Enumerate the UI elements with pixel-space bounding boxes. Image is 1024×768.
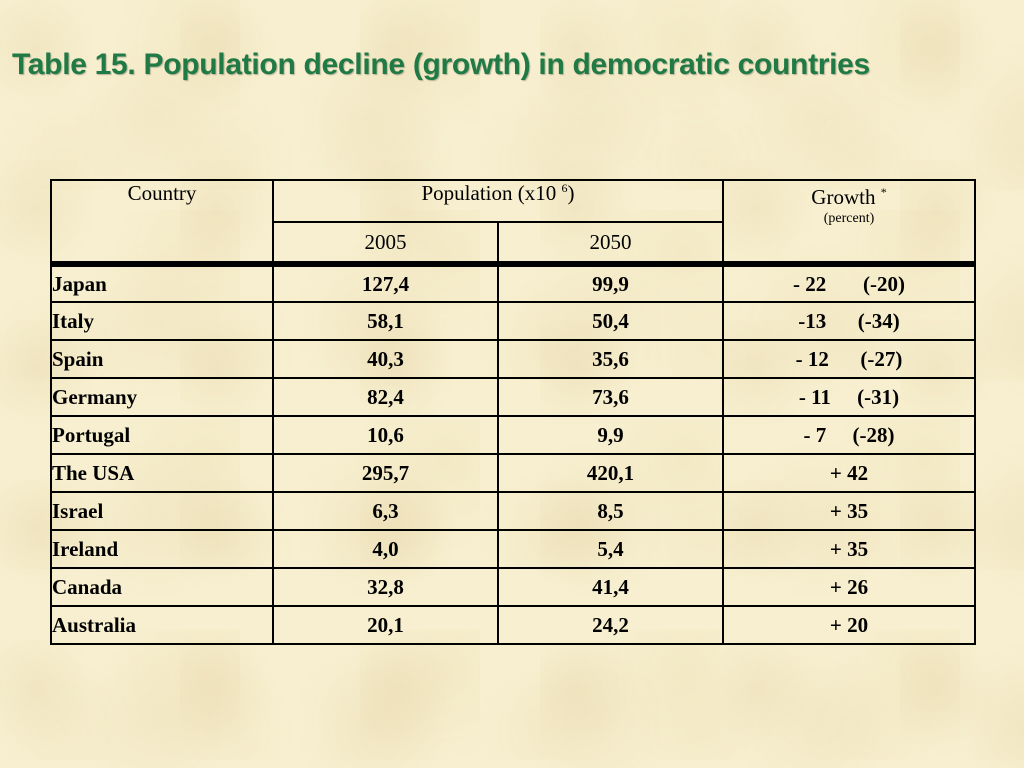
population-table: Country Population (x10 6) Growth * (per…: [50, 179, 976, 645]
header-growth-label: Growth: [811, 185, 881, 209]
country-cell: The USA: [50, 453, 274, 493]
population-2005-cell: 6,3: [272, 491, 499, 531]
country-cell: Portugal: [50, 415, 274, 455]
population-2005-cell: 20,1: [272, 605, 499, 645]
table-row: Spain 40,3 35,6 - 12 (-27): [50, 339, 976, 379]
population-2050-cell: 24,2: [497, 605, 724, 645]
header-population: Population (x10 6): [272, 179, 724, 223]
country-cell: Germany: [50, 377, 274, 417]
population-2005-cell: 127,4: [272, 261, 499, 303]
header-year-2050: 2050: [497, 221, 724, 265]
growth-cell: - 12 (-27): [722, 339, 976, 379]
header-population-label: Population (x10: [421, 181, 562, 205]
table-row: The USA 295,7 420,1 + 42: [50, 453, 976, 493]
growth-cell: + 35: [722, 491, 976, 531]
country-cell: Israel: [50, 491, 274, 531]
population-2050-cell: 5,4: [497, 529, 724, 569]
country-cell: Spain: [50, 339, 274, 379]
table-row: Japan 127,4 99,9 - 22 (-20): [50, 261, 976, 303]
population-2050-cell: 8,5: [497, 491, 724, 531]
header-growth-unit: (percent): [823, 211, 875, 226]
population-2005-cell: 82,4: [272, 377, 499, 417]
population-2005-cell: 40,3: [272, 339, 499, 379]
country-cell: Italy: [50, 301, 274, 341]
population-2050-cell: 420,1: [497, 453, 724, 493]
table-row: Canada 32,8 41,4 + 26: [50, 567, 976, 607]
growth-cell: - 7 (-28): [722, 415, 976, 455]
table-row: Portugal 10,6 9,9 - 7 (-28): [50, 415, 976, 455]
header-growth-title: Growth *: [724, 181, 974, 208]
population-2050-cell: 99,9: [497, 261, 724, 303]
header-population-close: ): [567, 181, 575, 205]
growth-cell: + 26: [722, 567, 976, 607]
table-body: Japan 127,4 99,9 - 22 (-20) Italy 58,1 5…: [50, 261, 976, 645]
country-cell: Ireland: [50, 529, 274, 569]
population-2050-cell: 35,6: [497, 339, 724, 379]
population-2050-cell: 73,6: [497, 377, 724, 417]
population-2005-cell: 4,0: [272, 529, 499, 569]
growth-cell: -13 (-34): [722, 301, 976, 341]
population-2005-cell: 295,7: [272, 453, 499, 493]
country-cell: Australia: [50, 605, 274, 645]
growth-cell: - 11 (-31): [722, 377, 976, 417]
table-row: Germany 82,4 73,6 - 11 (-31): [50, 377, 976, 417]
population-2050-cell: 41,4: [497, 567, 724, 607]
growth-cell: + 35: [722, 529, 976, 569]
growth-cell: + 20: [722, 605, 976, 645]
population-2005-cell: 10,6: [272, 415, 499, 455]
population-2050-cell: 50,4: [497, 301, 724, 341]
country-cell: Canada: [50, 567, 274, 607]
header-country: Country: [50, 179, 274, 265]
table-row: Australia 20,1 24,2 + 20: [50, 605, 976, 645]
growth-cell: + 42: [722, 453, 976, 493]
growth-cell: - 22 (-20): [722, 261, 976, 303]
population-2005-cell: 32,8: [272, 567, 499, 607]
country-cell: Japan: [50, 261, 274, 303]
population-2050-cell: 9,9: [497, 415, 724, 455]
table-row: Israel 6,3 8,5 + 35: [50, 491, 976, 531]
table-row: Italy 58,1 50,4 -13 (-34): [50, 301, 976, 341]
header-growth: Growth * (percent): [722, 179, 976, 265]
slide-title: Table 15. Population decline (growth) in…: [12, 48, 870, 81]
header-year-2005: 2005: [272, 221, 499, 265]
header-population-exponent: 6: [561, 181, 568, 195]
header-growth-footnote-mark: *: [880, 185, 887, 199]
population-2005-cell: 58,1: [272, 301, 499, 341]
table-row: Ireland 4,0 5,4 + 35: [50, 529, 976, 569]
